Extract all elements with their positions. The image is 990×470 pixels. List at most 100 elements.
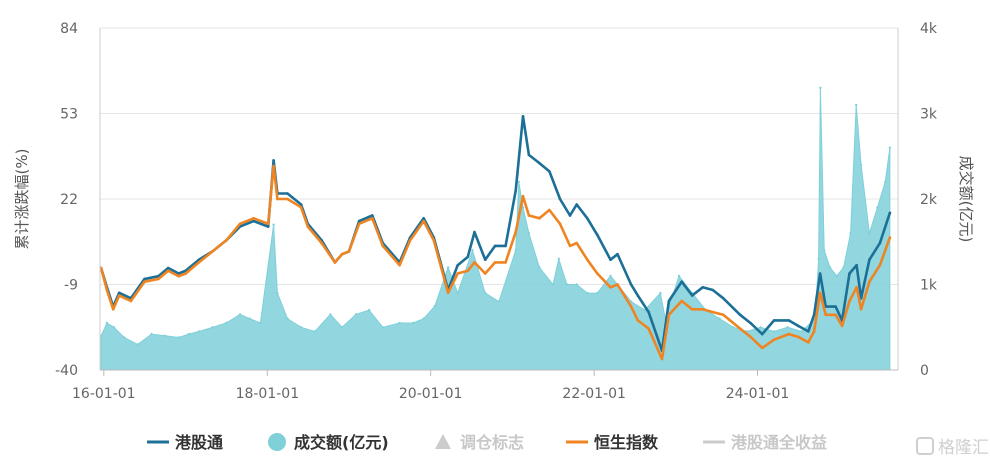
series-hk-connect-point (456, 263, 460, 267)
turnover-point (276, 291, 279, 295)
series-hsi-point (772, 338, 776, 342)
series-hsi-point (690, 308, 694, 311)
legend-item: 港股通全收益 (703, 433, 827, 452)
series-hsi-point (473, 261, 476, 264)
series-hk-connect-point (527, 153, 531, 157)
legend-label: 成交额(亿元) (294, 433, 389, 452)
y-tick-label: 84 (60, 21, 78, 37)
series-hsi-point (408, 239, 412, 242)
series-hk-connect-point (299, 203, 303, 206)
series-hsi-point (629, 305, 633, 308)
turnover-point (609, 274, 612, 278)
series-hsi-point (381, 244, 385, 248)
series-hk-connect-point (252, 219, 255, 223)
turnover-point (859, 163, 863, 166)
series-hk-connect-point (667, 299, 671, 303)
series-hsi-point (129, 299, 133, 303)
series-hsi-point (701, 308, 704, 311)
turnover-point (521, 206, 525, 209)
turnover-point (817, 257, 820, 261)
y2-tick-label: 0 (920, 363, 929, 379)
turnover-point (876, 206, 879, 209)
series-hsi-point (855, 286, 858, 289)
series-hsi-point (272, 164, 275, 168)
turnover-point (412, 321, 415, 325)
turnover-point (786, 326, 789, 329)
turnover-point (659, 291, 662, 295)
legend-triangle-icon (435, 434, 451, 449)
series-hsi-point (558, 222, 562, 226)
series-hsi-point (166, 269, 170, 273)
turnover-point (422, 317, 425, 320)
series-hsi-point (286, 197, 289, 201)
series-hsi-point (177, 274, 180, 278)
series-hsi-point (807, 341, 810, 344)
series-hk-connect-point (286, 192, 289, 195)
series-turnover-area (100, 87, 891, 371)
series-hsi-point (333, 261, 337, 264)
series-hsi-point (796, 335, 800, 339)
series-hk-connect-point (818, 272, 822, 275)
series-hsi-point (157, 277, 160, 281)
turnover-point (565, 283, 569, 286)
series-hk-connect-point (636, 294, 640, 297)
series-hk-connect-point (266, 225, 270, 228)
turnover-point (248, 317, 252, 320)
x-tick-label: 20-01-01 (399, 386, 463, 402)
turnover-point (732, 326, 735, 329)
series-hsi-point (647, 327, 650, 330)
series-hk-connect-point (357, 219, 361, 223)
series-hk-connect-point (787, 319, 791, 322)
turnover-point (557, 257, 560, 261)
series-hk-connect-point (711, 288, 715, 292)
turnover-point (772, 330, 776, 333)
watermark-text: 格隆汇 (938, 438, 989, 458)
series-hk-connect-point (596, 233, 599, 237)
series-hk-connect-point (701, 286, 704, 289)
x-tick-label: 22-01-01 (562, 386, 626, 402)
series-hsi-point (616, 283, 619, 286)
turnover-point (538, 266, 541, 269)
series-hsi-point (252, 217, 255, 220)
turnover-point (329, 313, 332, 316)
turnover-point (586, 291, 589, 295)
series-hk-connect-point (690, 294, 694, 297)
line-layer (99, 115, 892, 361)
series-hk-connect-point (514, 189, 517, 192)
turnover-point (835, 274, 838, 278)
y2-tick-label: 1k (920, 278, 938, 294)
series-hsi-point (787, 332, 791, 336)
turnover-point (497, 300, 501, 303)
turnover-point (197, 330, 201, 333)
series-hsi-point (859, 308, 863, 311)
turnover-point (398, 321, 401, 325)
legend-label: 港股通全收益 (731, 433, 827, 452)
series-hsi-point (197, 261, 201, 264)
x-tick-label: 16-01-01 (72, 386, 136, 402)
turnover-point (484, 291, 487, 295)
series-hsi-point (667, 313, 671, 317)
series-hsi-point (760, 346, 764, 350)
series-hk-connect-point (609, 258, 612, 262)
series-hsi-point (340, 252, 344, 256)
y2-tick-label: 3k (920, 107, 938, 123)
series-hsi-point (466, 269, 470, 273)
series-hk-connect-point (834, 305, 837, 308)
series-hsi-point (211, 250, 214, 253)
series-hk-connect-point (738, 313, 742, 317)
axes (99, 28, 899, 376)
series-hsi-point (738, 327, 742, 330)
series-hk-connect-point (483, 258, 487, 262)
turnover-point (354, 313, 358, 316)
turnover-point (446, 266, 450, 269)
series-hk-connect-point (272, 159, 275, 162)
series-hk-connect-point (680, 280, 683, 284)
series-hsi-point (276, 197, 279, 201)
y-tick-label: -40 (55, 363, 78, 379)
turnover-point (381, 326, 384, 329)
series-hk-connect-point (568, 214, 572, 217)
series-hsi-point (840, 324, 844, 328)
series-hsi-point (446, 291, 450, 295)
series-hsi-point (422, 219, 426, 223)
